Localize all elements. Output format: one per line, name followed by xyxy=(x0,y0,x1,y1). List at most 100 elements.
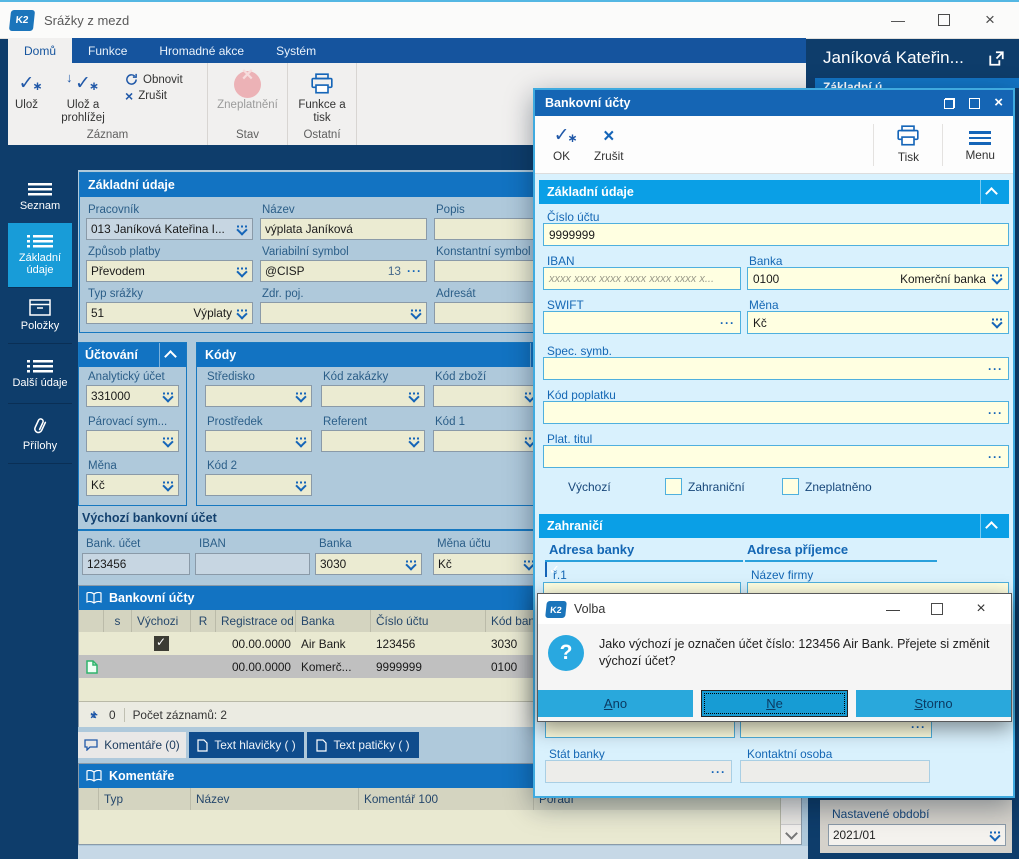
scroll-down-button[interactable] xyxy=(781,824,801,844)
maximize-button[interactable] xyxy=(969,97,981,109)
banka-field[interactable]: 0100 Komerční banka xyxy=(747,267,1009,290)
zahranicni-checkbox[interactable] xyxy=(665,478,682,495)
dropdown-icon[interactable] xyxy=(236,223,248,236)
kod-zbozi-field[interactable] xyxy=(433,385,541,407)
col-header[interactable]: Typ xyxy=(99,788,191,810)
col-header[interactable]: Komentář 100 xyxy=(359,788,534,810)
collapse-button[interactable] xyxy=(980,514,1001,538)
iban-field[interactable]: xxxx xxxx xxxx xxxx xxxx xxxx x... xyxy=(543,267,741,290)
ellipsis-button[interactable]: ··· xyxy=(988,361,1003,376)
maximize-button[interactable] xyxy=(915,597,959,621)
typ-srazky-field[interactable]: 51 Výplaty xyxy=(86,302,253,324)
kod1-field[interactable] xyxy=(433,430,541,452)
period-field[interactable]: 2021/01 xyxy=(828,824,1006,846)
storno-button[interactable]: Storno xyxy=(856,690,1011,717)
iban-field[interactable] xyxy=(195,553,310,575)
refresh-button[interactable]: Obnovit xyxy=(125,73,183,86)
spec-symb-field[interactable]: ··· xyxy=(543,357,1009,380)
col-header[interactable]: Kód ban xyxy=(491,614,535,628)
tab-text-hlavicky[interactable]: Text hlavičky ( ) xyxy=(189,732,304,758)
stredisko-field[interactable] xyxy=(205,385,312,407)
maximize-button[interactable] xyxy=(921,6,967,34)
tab-text-paticky[interactable]: Text patičky ( ) xyxy=(307,732,419,758)
ribbon-tab-domu[interactable]: Domů xyxy=(8,38,73,63)
dropdown-icon[interactable] xyxy=(162,479,174,492)
col-header[interactable]: Výchozi xyxy=(132,610,191,632)
ribbon-tab-hromadne-akce[interactable]: Hromadné akce xyxy=(159,43,245,58)
col-header[interactable]: s xyxy=(104,610,132,632)
account-row[interactable]: 00.00.0000 Air Bank 123456 3030 xyxy=(79,632,805,655)
plat-titul-field[interactable]: ··· xyxy=(543,445,1009,468)
col-header[interactable]: Banka xyxy=(296,610,371,632)
dropdown-icon[interactable] xyxy=(162,435,174,448)
close-button[interactable]: × xyxy=(967,6,1013,34)
dropdown-icon[interactable] xyxy=(524,435,536,448)
pracovnik-field[interactable]: 013 Janíková Kateřina I... xyxy=(86,218,253,240)
zdr-poj-field[interactable] xyxy=(260,302,427,324)
referent-field[interactable] xyxy=(321,430,425,452)
dropdown-icon[interactable] xyxy=(408,435,420,448)
analyticky-ucet-field[interactable]: 331000 xyxy=(86,385,179,407)
dropdown-icon[interactable] xyxy=(991,273,1003,285)
dropdown-icon[interactable] xyxy=(405,558,417,571)
cancel-button[interactable]: × Zrušit xyxy=(125,88,167,104)
ano-button[interactable]: Ano xyxy=(538,690,693,717)
ne-button[interactable]: Ne xyxy=(701,690,848,717)
variabilni-symbol-field[interactable]: @CISP 13 ··· xyxy=(260,260,427,282)
minimize-button[interactable]: — xyxy=(871,597,915,621)
dropdown-icon[interactable] xyxy=(295,390,307,403)
dropdown-icon[interactable] xyxy=(162,390,174,403)
save-button[interactable]: ✓ ∗ Ulož xyxy=(15,73,43,112)
ok-button[interactable]: ✓ ∗ OK xyxy=(553,125,578,164)
vertical-scrollbar[interactable] xyxy=(780,788,801,844)
minimize-button[interactable]: — xyxy=(875,6,921,34)
collapse-button[interactable] xyxy=(980,180,1001,204)
prostredek-field[interactable] xyxy=(205,430,312,452)
kod-zakazky-field[interactable] xyxy=(321,385,425,407)
col-header[interactable]: Číslo účtu xyxy=(371,610,486,632)
ellipsis-button[interactable]: ··· xyxy=(711,764,726,779)
collapse-button[interactable] xyxy=(159,343,180,367)
sidebar-item-polozky[interactable]: Položky xyxy=(8,288,72,344)
dropdown-icon[interactable] xyxy=(295,479,307,492)
ribbon-tab-system[interactable]: Systém xyxy=(276,43,317,58)
mena-field[interactable]: Kč xyxy=(86,474,179,496)
default-checkbox-checked[interactable] xyxy=(154,635,169,651)
collapse-button[interactable] xyxy=(530,343,551,367)
col-header[interactable] xyxy=(79,610,104,632)
cislo-uctu-field[interactable]: 9999999 xyxy=(543,223,1009,246)
ellipsis-button[interactable]: ··· xyxy=(988,449,1003,464)
popout-icon[interactable] xyxy=(988,50,1005,67)
dropdown-icon[interactable] xyxy=(295,435,307,448)
dropdown-icon[interactable] xyxy=(236,265,248,278)
menu-button[interactable]: Menu xyxy=(953,123,1007,166)
kontaktni-osoba-field[interactable] xyxy=(740,760,930,783)
nazev-field[interactable]: výplata Janíková xyxy=(260,218,427,240)
sidebar-item-dalsi-udaje[interactable]: Další údaje xyxy=(8,344,72,404)
zneplatneno-checkbox[interactable] xyxy=(782,478,799,495)
dropdown-icon[interactable] xyxy=(236,307,248,320)
cancel-button[interactable]: × Zrušit xyxy=(594,125,624,163)
sidebar-item-zakladni-udaje[interactable]: Základní údaje xyxy=(8,223,72,288)
dropdown-icon[interactable] xyxy=(410,307,422,320)
col-header[interactable]: Registrace od xyxy=(216,610,296,632)
ellipsis-button[interactable]: ··· xyxy=(911,719,926,734)
mena-field[interactable]: Kč xyxy=(747,311,1009,334)
save-and-view-button[interactable]: ↓ ✓ ∗ Ulož a prohlížej xyxy=(61,70,105,124)
parovaci-symbol-field[interactable] xyxy=(86,430,179,452)
ellipsis-button[interactable]: ··· xyxy=(988,405,1003,420)
kod2-field[interactable] xyxy=(205,474,312,496)
restore-button[interactable] xyxy=(944,97,956,109)
col-header[interactable]: R xyxy=(191,610,216,632)
print-button[interactable]: Tisk xyxy=(884,121,932,168)
close-button[interactable]: × xyxy=(959,597,1003,621)
close-button[interactable]: × xyxy=(994,94,1003,111)
invalidate-button[interactable]: Zneplatnění xyxy=(210,67,285,114)
ellipsis-button[interactable]: ··· xyxy=(720,315,735,330)
filter-icon[interactable]: + + xyxy=(86,706,102,723)
col-header[interactable]: Název xyxy=(191,788,359,810)
dropdown-icon[interactable] xyxy=(991,317,1003,329)
dropdown-icon[interactable] xyxy=(408,390,420,403)
vychozi-checkbox[interactable] xyxy=(545,561,547,577)
stat-banky-field[interactable]: ··· xyxy=(545,760,732,783)
